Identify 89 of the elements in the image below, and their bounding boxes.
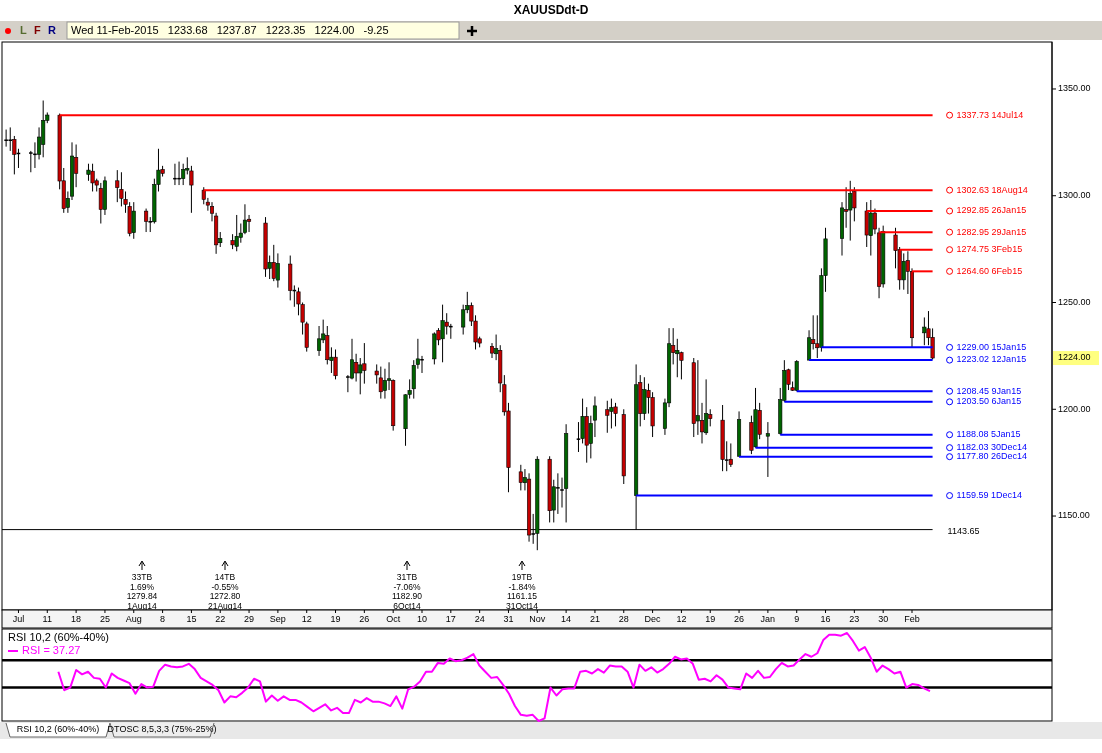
legend-label: 1203.50 6Jan15 xyxy=(956,396,1022,407)
candlestick xyxy=(354,353,359,383)
x-tick-label: 17 xyxy=(445,614,456,625)
annotation: 14TB -0.55% 1272.80 21Aug14 xyxy=(207,572,243,611)
x-tick-label: 25 xyxy=(99,614,110,625)
y-tick-label: 1300.00 xyxy=(1058,190,1091,201)
candlestick xyxy=(901,252,906,291)
legend-label: 1223.02 12Jan15 xyxy=(956,354,1027,365)
candlestick xyxy=(333,348,338,380)
candlestick xyxy=(440,304,445,363)
x-tick-label: Feb xyxy=(904,614,920,625)
legend-label: 1182.03 30Dec14 xyxy=(956,442,1027,453)
text: DTOSC 8,5,3,3 (75%-25%) xyxy=(107,724,217,735)
candlestick xyxy=(444,312,449,336)
legend-label: 1159.59 1Dec14 xyxy=(956,489,1022,500)
x-tick-label: 24 xyxy=(474,614,485,625)
candlestick xyxy=(848,180,853,242)
legend-label: 1337.73 14Jul14 xyxy=(956,109,1024,120)
x-tick-label: Jul xyxy=(12,614,25,625)
legend-label: 1292.85 26Jan15 xyxy=(956,205,1027,216)
text: L xyxy=(20,23,27,36)
text: R xyxy=(48,23,56,36)
x-tick-label: 22 xyxy=(215,614,226,625)
legend-label: 1177.80 26Dec14 xyxy=(956,451,1027,462)
candlestick xyxy=(518,464,523,491)
x-tick-label: 11 xyxy=(42,614,52,625)
x-tick-label: 8 xyxy=(160,614,166,625)
chart-title: RSI 10,2 (60%-40%) xyxy=(8,630,109,643)
candlestick xyxy=(317,325,322,357)
candlestick xyxy=(555,472,561,515)
candlestick xyxy=(378,366,383,400)
annotation: 19TB -1.84% 1161.15 31Oct14 xyxy=(505,572,539,611)
legend-label: 1264.60 6Feb15 xyxy=(956,265,1023,276)
candlestick xyxy=(90,163,95,192)
legend-label: 1208.45 9Jan15 xyxy=(956,385,1022,396)
legend-label: 1188.08 5Jan15 xyxy=(956,429,1021,440)
legend-label: 1229.00 15Jan15 xyxy=(956,341,1027,352)
legend-label: 1274.75 3Feb15 xyxy=(956,244,1023,255)
x-tick-label: 12 xyxy=(676,614,687,625)
candlestick xyxy=(242,203,247,235)
candlestick xyxy=(7,126,13,152)
legend-label: 1282.95 29Jan15 xyxy=(956,226,1027,237)
ref-line-label: 1143.65 xyxy=(947,525,980,536)
x-tick-label: Jan xyxy=(760,614,776,625)
y-tick-label: 1200.00 xyxy=(1058,403,1091,414)
y-tick-label: 1350.00 xyxy=(1058,83,1091,94)
x-tick-label: Nov xyxy=(529,614,546,625)
x-tick-label: Sep xyxy=(269,614,286,625)
x-tick-label: 12 xyxy=(301,614,312,625)
x-tick-label: 21 xyxy=(589,614,600,625)
x-tick-label: 16 xyxy=(820,614,831,625)
y-tick-label: 1150.00 xyxy=(1058,510,1090,521)
y-tick-label: 1250.00 xyxy=(1058,296,1091,307)
x-tick-label: Dec xyxy=(644,614,662,625)
x-tick-label: 18 xyxy=(71,614,82,625)
candlestick xyxy=(807,329,812,361)
chart-subtitle: Wed 11-Feb-2015 1233.68 1237.87 1223.35 1224.00 -9.25 xyxy=(71,23,389,36)
x-tick-label: 19 xyxy=(705,614,716,625)
candlestick xyxy=(642,376,647,421)
x-tick-label: 9 xyxy=(794,614,800,625)
candlestick xyxy=(247,214,252,233)
x-tick-label: 23 xyxy=(849,614,860,625)
x-tick-label: 26 xyxy=(359,614,370,625)
candlestick xyxy=(98,182,103,224)
text: 1224.00 xyxy=(1058,352,1091,363)
candlestick xyxy=(275,252,280,289)
x-tick-label: Oct xyxy=(386,614,401,625)
x-tick-label: 28 xyxy=(618,614,629,625)
candlestick xyxy=(605,400,610,434)
candlestick xyxy=(765,421,770,478)
candlestick xyxy=(728,442,733,468)
x-tick-label: Aug xyxy=(125,614,142,625)
text: F xyxy=(34,23,41,36)
x-tick-label: 15 xyxy=(186,614,197,625)
x-tick-label: 19 xyxy=(330,614,341,625)
text: RSI 10,2 (60%-40%) xyxy=(16,724,100,735)
legend-label: 1302.63 18Aug14 xyxy=(956,184,1028,195)
candlestick xyxy=(609,398,614,429)
x-tick-label: 29 xyxy=(244,614,255,625)
chart-title: XAUUSDdt-D xyxy=(513,3,589,17)
candlestick xyxy=(613,402,618,427)
candlestick xyxy=(115,169,120,203)
x-tick-label: 14 xyxy=(561,614,572,625)
x-tick-label: 10 xyxy=(416,614,428,625)
x-tick-label: 31 xyxy=(503,614,514,625)
annotation: 31TB -7.06% 1182.90 6Oct14 xyxy=(391,572,423,611)
legend-label: RSI = 37.27 xyxy=(22,643,81,656)
x-tick-label: 30 xyxy=(878,614,889,625)
x-tick-label: 26 xyxy=(734,614,745,625)
